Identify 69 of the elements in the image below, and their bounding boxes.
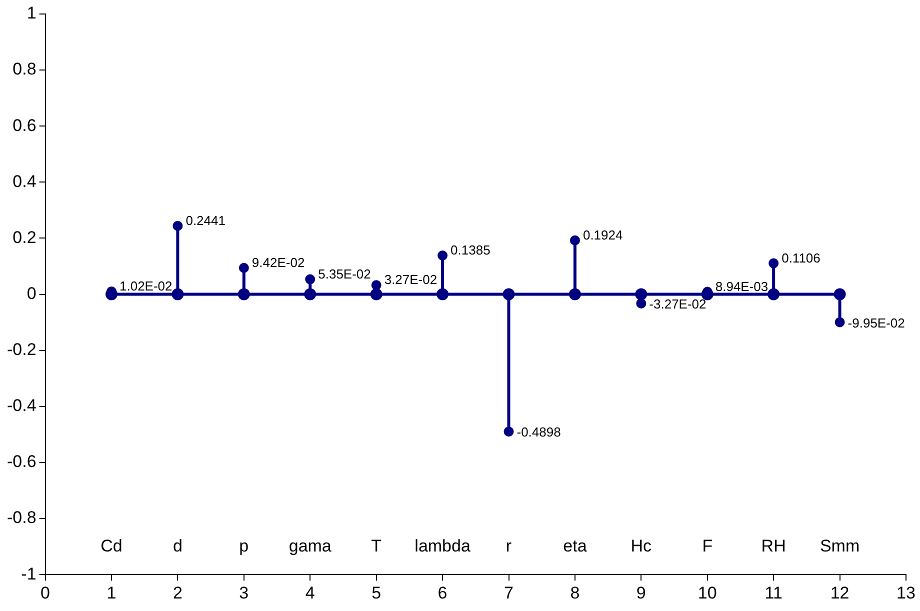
x-tick-label: 3 xyxy=(239,583,249,602)
data-label: 5.35E-02 xyxy=(318,266,371,282)
y-tick-label: 0 xyxy=(26,284,36,303)
point xyxy=(436,288,449,300)
y-tick-label: 0.8 xyxy=(12,60,36,79)
annotation: Smm xyxy=(820,536,860,556)
annotation: F xyxy=(702,536,713,556)
point xyxy=(172,288,184,300)
point xyxy=(636,298,646,308)
data-label: -0.4898 xyxy=(516,424,561,440)
y-tick-label: 0.2 xyxy=(12,228,36,247)
point xyxy=(238,288,250,300)
point xyxy=(438,250,448,260)
x-tick-label: 12 xyxy=(830,583,850,602)
point xyxy=(768,288,780,300)
x-tick-label: 5 xyxy=(372,583,382,602)
x-tick-label: 11 xyxy=(764,583,782,602)
x-tick-label: 6 xyxy=(438,583,448,602)
point xyxy=(370,288,382,300)
y-tick-label: 0.4 xyxy=(12,172,36,191)
y-tick-label: 1 xyxy=(26,4,36,23)
point xyxy=(834,317,845,328)
data-label: -3.27E-02 xyxy=(649,296,706,312)
y-tick-label: -0.8 xyxy=(6,508,36,528)
annotation: Cd xyxy=(100,536,122,556)
point xyxy=(570,235,580,246)
data-label: 0.1924 xyxy=(582,227,623,242)
y-tick-label: 0.6 xyxy=(12,116,36,135)
annotation: RH xyxy=(761,536,786,556)
y-tick-label: -0.4 xyxy=(6,396,36,416)
data-label: 3.27E-02 xyxy=(384,272,438,288)
point xyxy=(238,262,249,273)
annotation: gama xyxy=(288,536,332,556)
x-tick-label: 7 xyxy=(504,583,514,602)
annotation: Hc xyxy=(630,536,652,556)
y-tick-label: -0.2 xyxy=(6,340,36,360)
annotation: d xyxy=(172,536,182,556)
x-tick-label: 10 xyxy=(698,583,717,602)
data-label: 0.1385 xyxy=(450,242,490,258)
point xyxy=(834,288,846,300)
x-tick-label: 4 xyxy=(305,583,315,602)
annotation: r xyxy=(506,536,512,556)
point xyxy=(768,258,779,268)
annotation: eta xyxy=(563,536,588,556)
point xyxy=(504,426,514,437)
data-label: -9.95E-02 xyxy=(848,315,905,330)
point xyxy=(371,280,382,290)
y-tick-label: -1 xyxy=(21,564,36,584)
x-tick-label: 13 xyxy=(896,583,916,602)
point xyxy=(304,288,316,300)
point xyxy=(502,288,515,300)
x-tick-label: 9 xyxy=(636,583,646,602)
point xyxy=(635,288,648,300)
point xyxy=(568,288,581,300)
point xyxy=(172,220,183,231)
data-label: 1.02E-02 xyxy=(120,278,172,294)
data-label: 0.1106 xyxy=(782,250,820,266)
x-tick-label: 2 xyxy=(172,583,182,602)
point xyxy=(305,274,316,284)
annotation: p xyxy=(239,536,249,556)
data-label: 9.42E-02 xyxy=(252,254,305,270)
data-label: 8.94E-03 xyxy=(715,278,768,294)
data-label: 0.2441 xyxy=(186,212,226,228)
y-tick-label: -0.6 xyxy=(6,452,36,472)
x-tick-label: 1 xyxy=(106,583,116,602)
x-tick-label: 8 xyxy=(570,583,580,602)
annotation: lambda xyxy=(414,536,471,556)
annotation: T xyxy=(371,536,382,556)
x-tick-label: 0 xyxy=(40,583,50,602)
